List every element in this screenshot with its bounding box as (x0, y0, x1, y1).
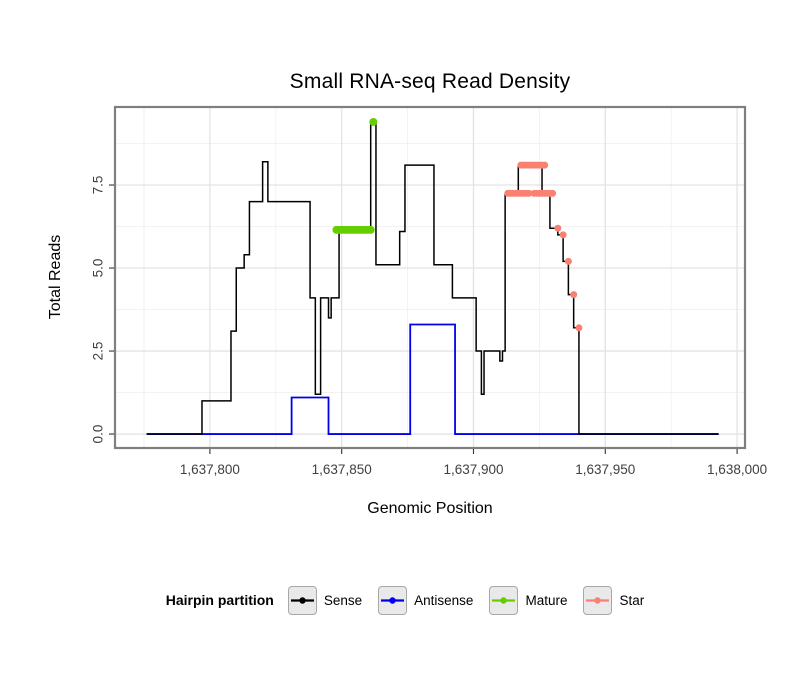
x-tick-label: 1,637,900 (443, 462, 503, 477)
panel-background (115, 107, 745, 448)
y-tick-label: 5.0 (91, 259, 106, 278)
series-line-antisense (146, 323, 719, 435)
series-point-star (564, 257, 572, 265)
legend-entry-star: Star (583, 585, 645, 615)
series-point-star (570, 291, 578, 299)
x-tick-label: 1,637,950 (575, 462, 635, 477)
y-tick-label: 0.0 (91, 425, 106, 444)
plot-panel: 1,637,800 1,637,850 1,637,900 1,637,950 1,63… (91, 105, 767, 477)
series-point-star (541, 161, 549, 169)
legend-key-star-icon (583, 585, 613, 615)
series-line-sense (146, 121, 719, 435)
legend-label-star: Star (619, 592, 645, 608)
series-point-star (549, 189, 557, 197)
legend-label-sense: Sense (323, 592, 363, 608)
legend-label-mature: Mature (525, 592, 568, 608)
x-tick-label: 1,637,850 (312, 462, 372, 477)
legend: Hairpin partition Sense Antisense Mature St… (0, 584, 810, 616)
x-axis-title: Genomic Position (367, 500, 493, 517)
x-tick-label: 1,637,800 (180, 462, 240, 477)
series-point-star (575, 324, 583, 332)
legend-key-antisense-icon (378, 585, 408, 615)
legend-entry-mature: Mature (489, 585, 568, 615)
panel-border (113, 105, 747, 450)
x-tick-label: 1,638,000 (707, 462, 767, 477)
series-point-mature (366, 225, 375, 234)
y-tick-label: 2.5 (91, 342, 106, 361)
series-point-mature (369, 117, 378, 126)
legend-label-antisense: Antisense (414, 592, 474, 608)
legend-key-mature-icon (489, 585, 519, 615)
legend-entry-sense: Sense (287, 585, 363, 615)
legend-entries: Sense Antisense Mature Star (287, 585, 645, 615)
chart-title: Small RNA-seq Read Density (289, 70, 571, 93)
y-tick-label: 7.5 (91, 176, 106, 195)
legend-key-sense-icon (287, 585, 317, 615)
legend-entry-antisense: Antisense (378, 585, 474, 615)
series-point-star (554, 224, 562, 232)
series-point-star (525, 189, 533, 197)
legend-title: Hairpin partition (165, 592, 274, 608)
y-axis-title: Total Reads (47, 234, 64, 320)
series-point-star (559, 231, 567, 239)
